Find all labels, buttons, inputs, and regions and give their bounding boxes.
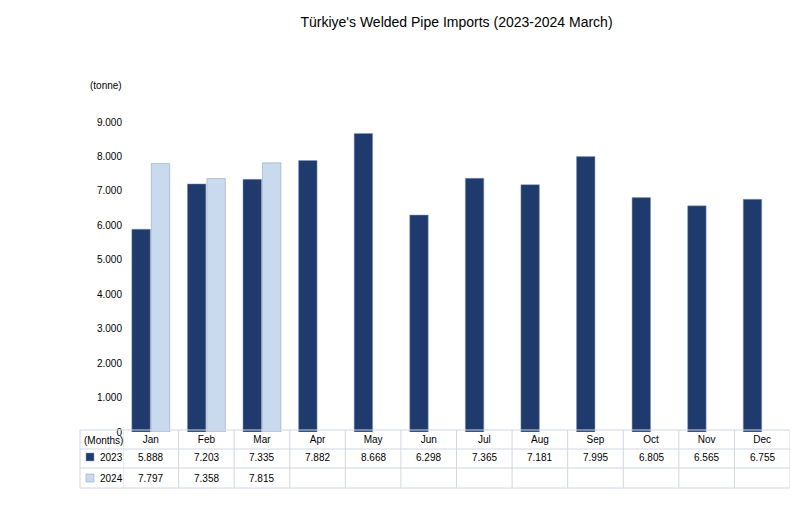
svg-text:Oct: Oct — [643, 434, 659, 445]
svg-text:7.000: 7.000 — [97, 185, 122, 196]
svg-text:8.000: 8.000 — [97, 151, 122, 162]
svg-text:6.298: 6.298 — [416, 452, 441, 463]
svg-text:7.181: 7.181 — [527, 452, 552, 463]
svg-text:7.358: 7.358 — [194, 473, 219, 484]
svg-text:Jul: Jul — [478, 434, 491, 445]
svg-text:Mar: Mar — [253, 434, 271, 445]
svg-text:Nov: Nov — [698, 434, 716, 445]
svg-text:(Months): (Months) — [84, 435, 123, 446]
svg-text:4.000: 4.000 — [97, 289, 122, 300]
svg-text:0: 0 — [116, 427, 122, 438]
svg-text:Apr: Apr — [310, 434, 326, 445]
svg-text:5.000: 5.000 — [97, 254, 122, 265]
svg-text:7.995: 7.995 — [583, 452, 608, 463]
svg-text:7.815: 7.815 — [249, 473, 274, 484]
svg-text:6.565: 6.565 — [694, 452, 719, 463]
svg-text:2.000: 2.000 — [97, 358, 122, 369]
svg-text:Dec: Dec — [753, 434, 771, 445]
svg-text:3.000: 3.000 — [97, 323, 122, 334]
svg-text:8.668: 8.668 — [361, 452, 386, 463]
svg-text:6.000: 6.000 — [97, 220, 122, 231]
svg-text:Jan: Jan — [143, 434, 159, 445]
svg-text:7.203: 7.203 — [194, 452, 219, 463]
svg-text:9.000: 9.000 — [97, 117, 122, 128]
svg-text:7.365: 7.365 — [472, 452, 497, 463]
svg-text:5.888: 5.888 — [138, 452, 163, 463]
svg-text:7.797: 7.797 — [138, 473, 163, 484]
svg-text:Aug: Aug — [531, 434, 549, 445]
svg-text:Feb: Feb — [198, 434, 216, 445]
svg-text:6.805: 6.805 — [639, 452, 664, 463]
svg-text:Jun: Jun — [421, 434, 437, 445]
svg-text:7.882: 7.882 — [305, 452, 330, 463]
svg-text:2024: 2024 — [100, 473, 123, 484]
svg-text:(tonne): (tonne) — [90, 80, 122, 91]
svg-text:6.755: 6.755 — [750, 452, 775, 463]
svg-text:1.000: 1.000 — [97, 392, 122, 403]
svg-text:7.335: 7.335 — [249, 452, 274, 463]
svg-text:Türkiye's Welded Pipe Imports: Türkiye's Welded Pipe Imports (2023-2024… — [300, 14, 612, 30]
svg-text:2023: 2023 — [100, 452, 123, 463]
svg-text:May: May — [364, 434, 383, 445]
svg-text:Sep: Sep — [587, 434, 605, 445]
